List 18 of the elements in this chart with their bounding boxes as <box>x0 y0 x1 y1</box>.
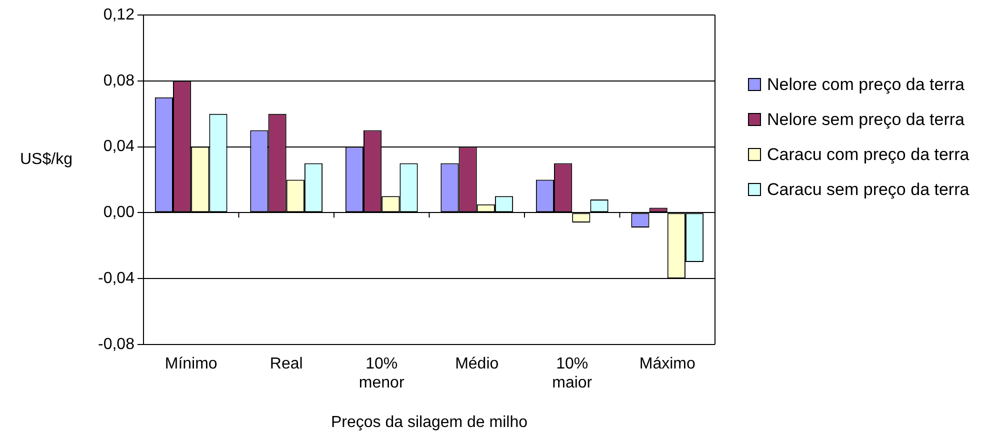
x-tick-label: 10% maior <box>552 355 593 392</box>
legend-label: Nelore com preço da terra <box>767 74 964 96</box>
y-tick-label: -0,04 <box>98 270 135 287</box>
x-tick-label: Mínimo <box>164 355 218 372</box>
x-tick-label: 10% menor <box>358 355 405 392</box>
y-axis-title: US$/kg <box>20 151 72 168</box>
x-axis-title: Preços da silagem de milho <box>330 414 528 431</box>
legend-label: Caracu com preço da terra <box>767 144 970 166</box>
x-tick-label: Máximo <box>639 355 696 372</box>
legend-label: Nelore sem preço da terra <box>767 109 964 131</box>
y-tick-label: -0,08 <box>98 336 135 353</box>
y-tick-label: 0,00 <box>103 204 135 222</box>
y-tick-label: 0,12 <box>103 6 135 24</box>
x-tick-label: Médio <box>455 355 499 372</box>
y-tick-label: 0,04 <box>103 138 135 156</box>
y-tick-label: 0,08 <box>103 72 135 90</box>
legend-label: Caracu sem preço da terra <box>767 179 970 201</box>
x-tick-label: Real <box>270 355 303 372</box>
